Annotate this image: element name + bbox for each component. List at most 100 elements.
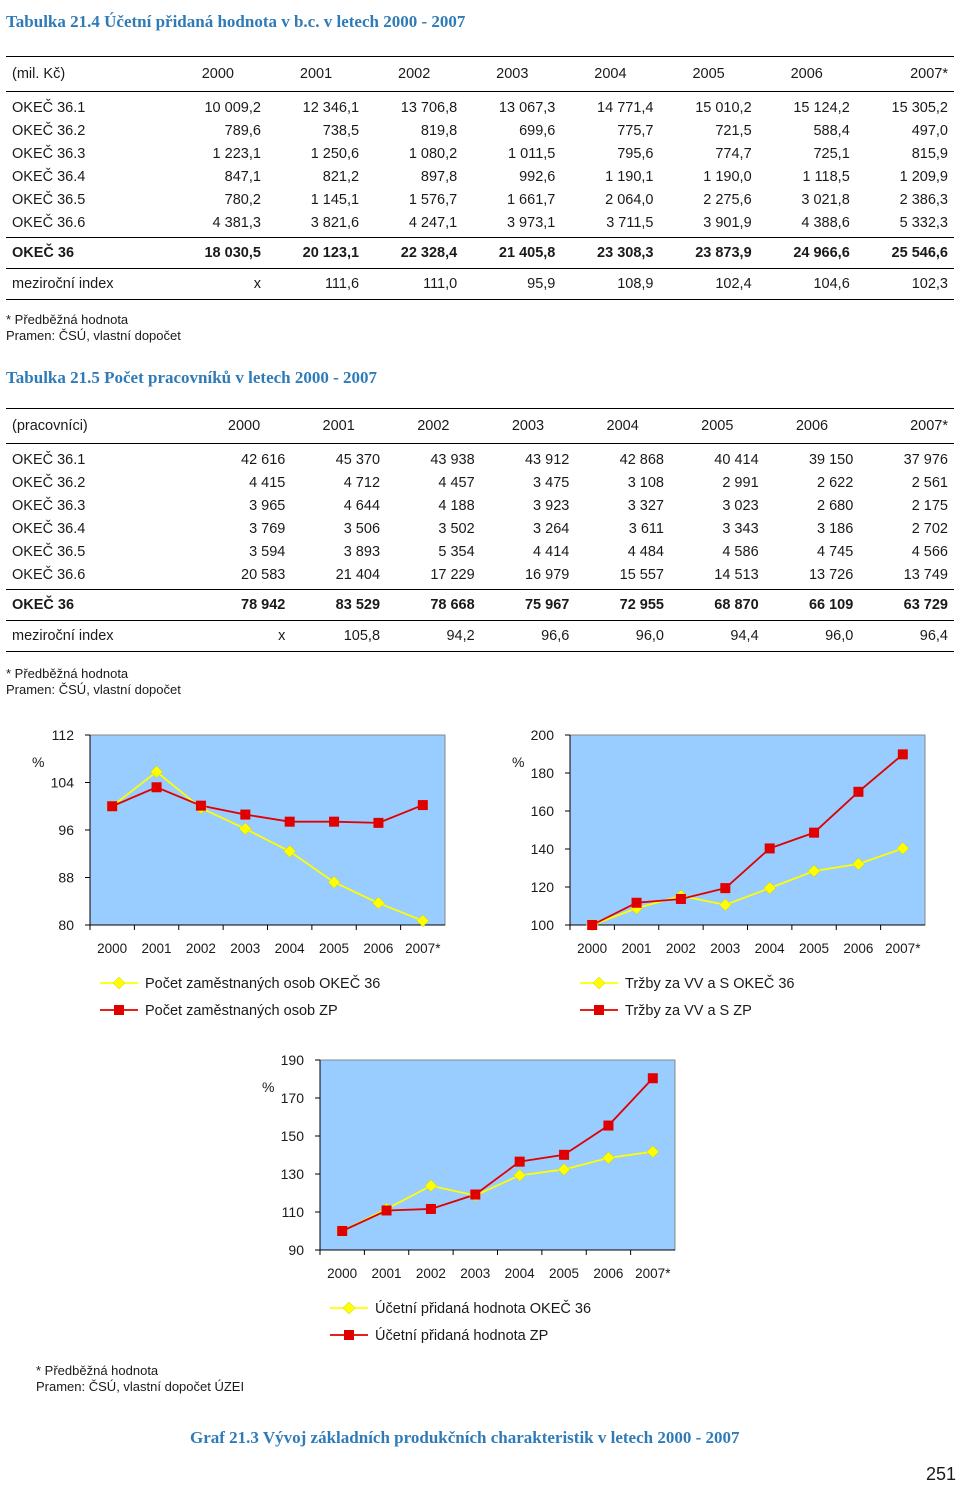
table-cell: 815,9	[911, 145, 948, 162]
data-point	[417, 800, 428, 811]
row-label: (pracovníci)	[6, 408, 197, 444]
table-cell: 4 188	[438, 497, 475, 514]
table-cell: 39 150	[808, 451, 854, 468]
legend-marker	[594, 1005, 604, 1015]
table-cell: 5 332,3	[899, 214, 948, 231]
legend-label: Tržby za VV a S OKEČ 36	[625, 975, 795, 992]
series-line	[591, 847, 904, 926]
legend-marker	[592, 976, 606, 990]
table-cell: 2 064,0	[605, 191, 654, 208]
x-tick-label: 2003	[230, 941, 260, 956]
data-point	[150, 765, 163, 779]
table-cell: 4 457	[438, 474, 475, 491]
table-cell: x	[196, 620, 292, 652]
data-point	[603, 1120, 614, 1131]
table-cell: 2 991	[722, 474, 759, 491]
x-tick-label: 2006	[363, 941, 393, 956]
bottom-note: * Předběžná hodnota Pramen: ČSÚ, vlastní…	[36, 1363, 244, 1395]
table-row: OKEČ 36.6 4 381,3 3 821,6 4 247,1 3 973,1 3 7…	[6, 211, 954, 238]
table-cell: 95,9	[463, 268, 562, 300]
y-tick-label: 120	[531, 879, 555, 895]
table-cell: 897,8	[420, 168, 458, 185]
table-cell: 789,6	[224, 122, 261, 139]
table-cell: 738,5	[322, 122, 360, 139]
data-point	[107, 801, 118, 812]
table-cell: 3 108	[627, 474, 664, 491]
y-tick-label: 200	[531, 727, 555, 743]
table-cell: 2006	[757, 56, 856, 92]
table-cell: 78 668	[386, 589, 481, 621]
table-cell: 13 706,8	[400, 99, 458, 116]
data-point	[373, 817, 384, 828]
row-label: OKEČ 36.5	[12, 543, 86, 560]
table-cell: 2000	[196, 408, 292, 444]
table-cell: 3 502	[438, 520, 475, 537]
data-point	[513, 1168, 527, 1182]
table-cell: 4 644	[343, 497, 381, 514]
x-tick-label: 2002	[666, 941, 696, 956]
data-point	[763, 881, 777, 895]
legend-marker	[344, 1330, 354, 1340]
table-cell: 15 010,2	[695, 99, 752, 116]
data-point	[514, 1156, 525, 1167]
chart-employees: 80 88 96 104 112% 2000 2001 2002 2003 2004 2005 200…	[32, 727, 446, 1019]
table-cell: 721,5	[715, 122, 752, 139]
table-cell: 3 186	[817, 520, 854, 537]
table-row: OKEČ 36.3 1 223,1 1 250,6 1 080,2 1 011,5 795…	[6, 142, 954, 165]
table-cell: 43 938	[430, 451, 475, 468]
table-cell: 15 305,2	[891, 99, 948, 116]
data-point	[381, 1205, 392, 1216]
table-cell: 45 370	[335, 451, 381, 468]
data-point	[329, 816, 340, 827]
table-cell: 821,2	[322, 168, 360, 185]
table-cell: 4 388,6	[801, 214, 850, 231]
data-point	[853, 786, 864, 797]
table-cell: 75 967	[480, 589, 576, 621]
table-cell: 40 414	[714, 451, 759, 468]
x-tick-label: 2004	[505, 1266, 536, 1281]
table-cell: 497,0	[911, 122, 948, 139]
table-cell: 5 354	[438, 543, 475, 560]
table-cell: 4 712	[343, 474, 381, 491]
table-cell: 23 308,3	[561, 237, 660, 269]
table-cell: 14 771,4	[597, 99, 654, 116]
table-cell: 68 870	[669, 589, 765, 621]
table-cell: 4 381,3	[212, 214, 261, 231]
table-cell: 775,7	[617, 122, 654, 139]
row-label: OKEČ 36	[6, 589, 197, 621]
table-cell: 94,2	[386, 620, 481, 652]
table-cell: 2005	[659, 56, 758, 92]
x-tick-label: 2002	[186, 941, 216, 956]
table-cell: 96,0	[575, 620, 670, 652]
table-total-row: OKEČ 36 78 942 83 529 78 668 75 967 72 955 68 …	[6, 589, 954, 621]
table-row: OKEČ 36.4 847,1 821,2 897,8 992,6 1 190,1 1 19…	[6, 165, 954, 188]
table-cell: 3 711,5	[606, 214, 654, 231]
table-cell: 96,4	[859, 620, 954, 652]
data-point	[195, 800, 206, 811]
table-cell: 20 583	[241, 566, 286, 583]
data-point	[631, 897, 642, 908]
x-tick-label: 2005	[549, 1266, 579, 1281]
table-cell: 42 868	[619, 451, 664, 468]
table-header-row: (mil. Kč) 2000 2001 2002 2003 2004 2005 2006 200…	[6, 56, 954, 92]
table-cell: 66 109	[764, 589, 860, 621]
table-cell: 774,7	[715, 145, 752, 162]
table-row: OKEČ 36.6 20 583 21 404 17 229 16 979 15 557 1…	[6, 563, 954, 590]
data-point	[646, 1145, 660, 1159]
table-cell: 2 702	[911, 520, 948, 537]
y-tick-label: 130	[281, 1166, 305, 1182]
table-cell: 63 729	[859, 589, 954, 621]
series-line	[341, 1150, 653, 1232]
data-point	[337, 1226, 348, 1236]
row-label: OKEČ 36.2	[12, 122, 86, 139]
table-cell: 1 145,1	[310, 191, 360, 208]
y-tick-label: 104	[51, 775, 75, 791]
table-cell: 37 976	[903, 451, 948, 468]
table-cell: 111,0	[365, 268, 464, 300]
table-cell: 4 415	[249, 474, 286, 491]
table-cell: 78 942	[196, 589, 292, 621]
table-cell: 588,4	[813, 122, 850, 139]
chart-revenue: 100 120 140 160 180 200% 2000 2001 2002 2003 2004 2…	[512, 727, 926, 1019]
series-line	[111, 786, 424, 824]
table-cell: 2007*	[859, 408, 954, 444]
